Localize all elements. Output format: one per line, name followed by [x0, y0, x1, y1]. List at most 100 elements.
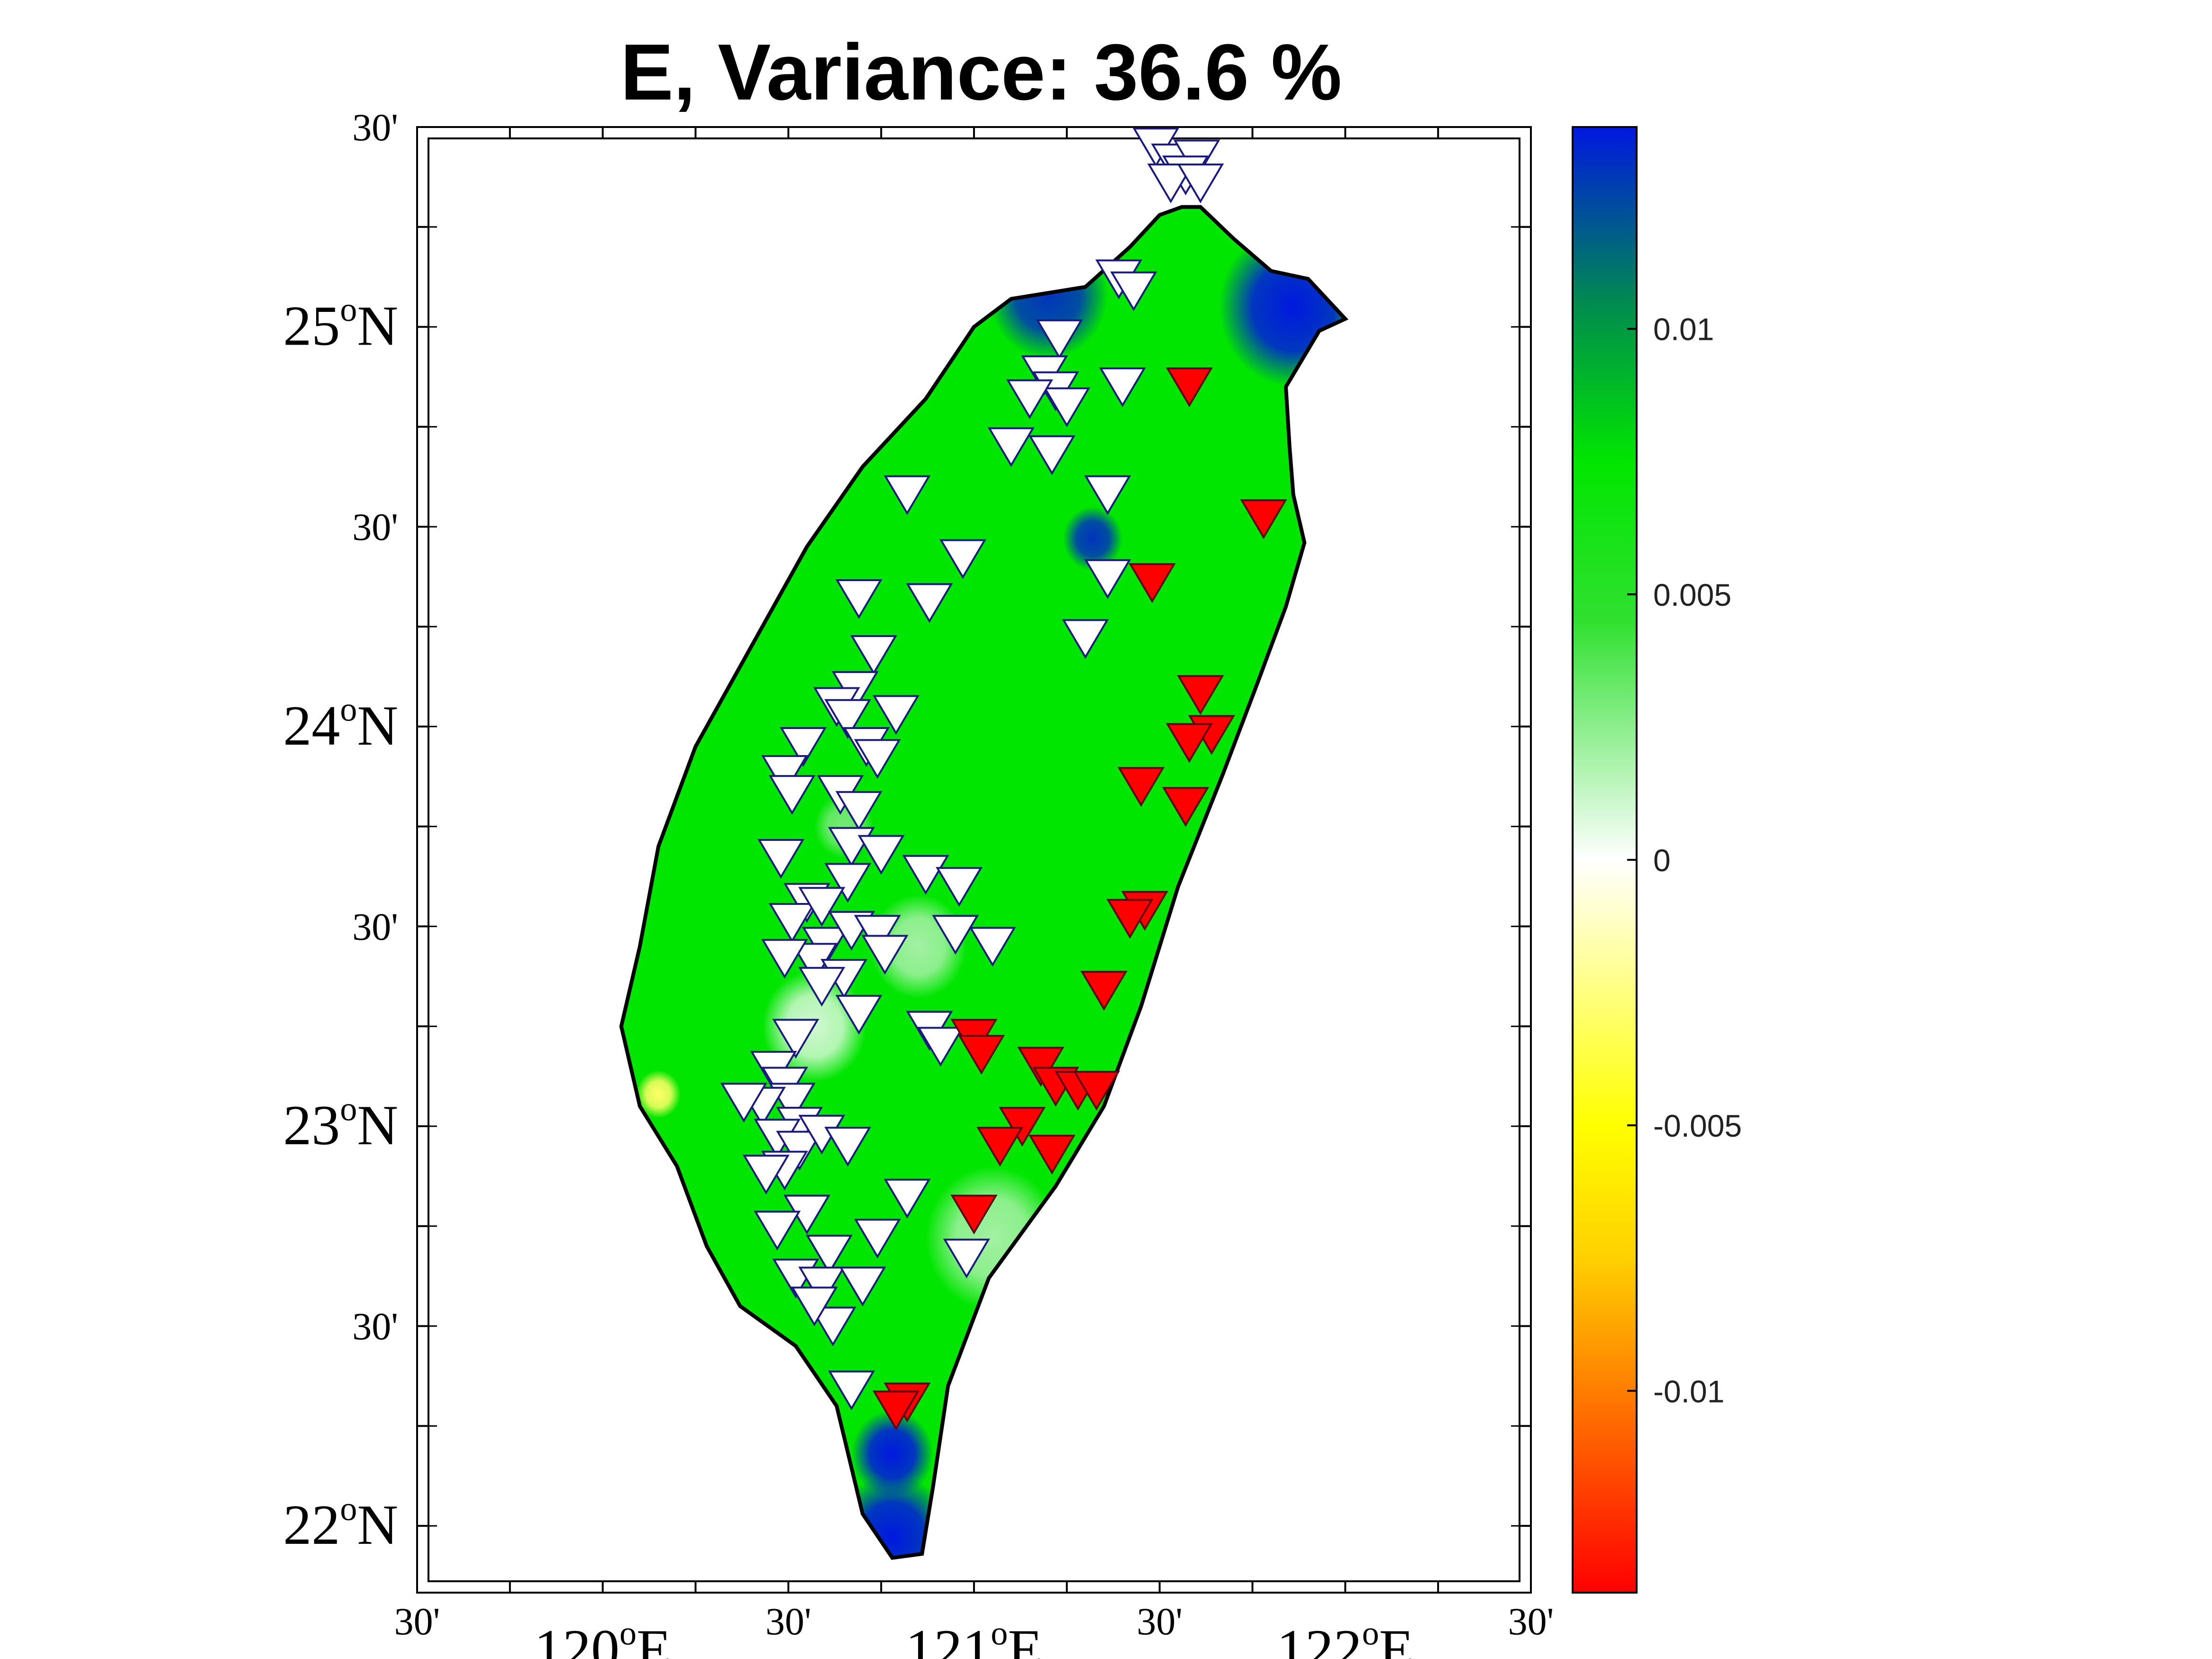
station-marker-positive: [824, 1127, 872, 1167]
station-marker-positive: [742, 1155, 790, 1195]
station-marker-positive: [969, 927, 1016, 967]
station-marker-negative: [1165, 367, 1213, 408]
colorbar: 0.01 0.005 0 -0.005 -0.01: [1572, 126, 1742, 1594]
station-marker-positive: [939, 539, 987, 579]
station-marker-negative: [950, 1194, 998, 1235]
station-marker-positive: [906, 583, 953, 623]
station-marker-positive: [761, 939, 809, 979]
station-marker-positive: [828, 1370, 875, 1411]
station-marker-positive: [824, 863, 872, 903]
station-marker-positive: [791, 1286, 838, 1327]
colorbar-tick-label: -0.005: [1653, 1108, 1742, 1143]
map-title: E, Variance: 36.6 %: [620, 27, 1342, 117]
colorbar-tick-label: -0.01: [1653, 1374, 1724, 1409]
colorbar-gradient: [1572, 126, 1638, 1594]
variance-anomaly: [851, 1410, 933, 1498]
longitude-axis: 30' 120oE 30' 121oE 30' 122oE 30': [394, 1600, 1554, 1659]
station-marker-positive: [917, 1027, 965, 1067]
station-marker-positive: [824, 699, 872, 739]
station-marker-positive: [1043, 387, 1091, 428]
coastline: [619, 205, 1348, 1560]
station-marker-negative: [1117, 767, 1165, 807]
station-marker-positive: [798, 887, 846, 927]
station-marker-positive: [768, 902, 816, 943]
colorbar-tick-label: 0: [1653, 843, 1671, 878]
lat-minute-label: 30': [352, 106, 398, 149]
station-marker-negative: [976, 1127, 1024, 1167]
station-marker-positive: [1006, 379, 1054, 419]
station-marker-positive: [798, 1267, 846, 1307]
station-marker-positive: [872, 695, 920, 735]
station-marker-positive: [943, 1239, 990, 1279]
colorbar-tick-label: 0.005: [1653, 577, 1731, 612]
lat-minute-label: 30': [352, 505, 398, 548]
station-marker-positive: [835, 791, 883, 831]
station-marker-positive: [761, 755, 809, 795]
station-marker-positive: [768, 775, 816, 815]
station-marker-positive: [850, 635, 898, 675]
station-marker-positive: [776, 1130, 823, 1171]
station-marker-positive: [772, 1019, 819, 1059]
stations-positive-group: [720, 128, 1224, 1411]
lat-label: 22oN: [283, 1490, 398, 1556]
station-marker-positive: [854, 915, 901, 955]
station-marker-positive: [883, 475, 931, 515]
station-marker-positive: [1084, 475, 1131, 515]
lat-label: 23oN: [283, 1090, 398, 1157]
lon-minute-label: 30': [1508, 1600, 1554, 1643]
station-marker-positive: [805, 1234, 853, 1275]
lon-label: 122oE: [1277, 1614, 1414, 1659]
station-marker-positive: [987, 427, 1035, 467]
station-marker-positive: [1028, 435, 1076, 475]
station-marker-negative: [1017, 1047, 1065, 1087]
station-marker-positive: [757, 839, 805, 879]
variance-anomaly: [636, 1070, 681, 1119]
station-marker-positive: [835, 579, 883, 619]
lon-minute-label: 30': [1137, 1600, 1183, 1643]
lon-minute-label: 30': [394, 1600, 440, 1643]
station-marker-positive: [932, 915, 979, 955]
station-marker-negative: [999, 1106, 1046, 1147]
station-marker-positive: [809, 1306, 856, 1347]
station-marker-positive: [720, 1083, 767, 1123]
lat-label: 24oN: [283, 690, 398, 757]
station-marker-negative: [1165, 723, 1213, 763]
latitude-axis: 30' 25oN 30' 24oN 30' 23oN 30' 22oN: [283, 106, 398, 1556]
station-marker-negative: [1177, 675, 1224, 715]
station-marker-negative: [1129, 563, 1176, 603]
station-marker-positive: [936, 867, 983, 907]
station-marker-positive: [1084, 559, 1131, 599]
station-marker-positive: [857, 835, 905, 875]
lon-label: 120oE: [534, 1614, 671, 1659]
lat-minute-label: 30': [352, 1305, 398, 1348]
station-marker-positive: [839, 1267, 886, 1307]
station-marker-negative: [958, 1035, 1005, 1075]
station-marker-positive: [780, 727, 827, 767]
station-marker-positive: [1062, 619, 1109, 659]
colorbar-tick-label: 0.01: [1653, 312, 1714, 347]
station-marker-positive: [854, 1219, 901, 1259]
station-marker-positive: [754, 1211, 801, 1251]
station-marker-negative: [1028, 1135, 1076, 1175]
lon-minute-label: 30': [765, 1600, 811, 1643]
lon-label: 121oE: [905, 1614, 1042, 1659]
station-marker-negative: [1240, 499, 1287, 539]
variance-anomaly: [1063, 507, 1123, 571]
lat-minute-label: 30': [352, 905, 398, 948]
colorbar-ticks: 0.01 0.005 0 -0.005 -0.01: [1627, 312, 1742, 1409]
station-marker-negative: [1080, 971, 1128, 1011]
station-marker-positive: [854, 739, 901, 779]
station-marker-positive: [1036, 319, 1083, 359]
station-marker-positive: [883, 1178, 931, 1219]
station-marker-positive: [1147, 164, 1194, 203]
station-marker-negative: [1106, 899, 1154, 939]
station-marker-positive: [1099, 367, 1146, 408]
station-marker-negative: [872, 1390, 920, 1431]
station-marker-positive: [861, 935, 909, 975]
station-marker-positive: [798, 966, 846, 1007]
stations-negative-group: [872, 367, 1287, 1431]
station-marker-positive: [902, 855, 949, 895]
station-marker-positive: [1177, 164, 1224, 203]
station-marker-negative: [1162, 787, 1210, 827]
